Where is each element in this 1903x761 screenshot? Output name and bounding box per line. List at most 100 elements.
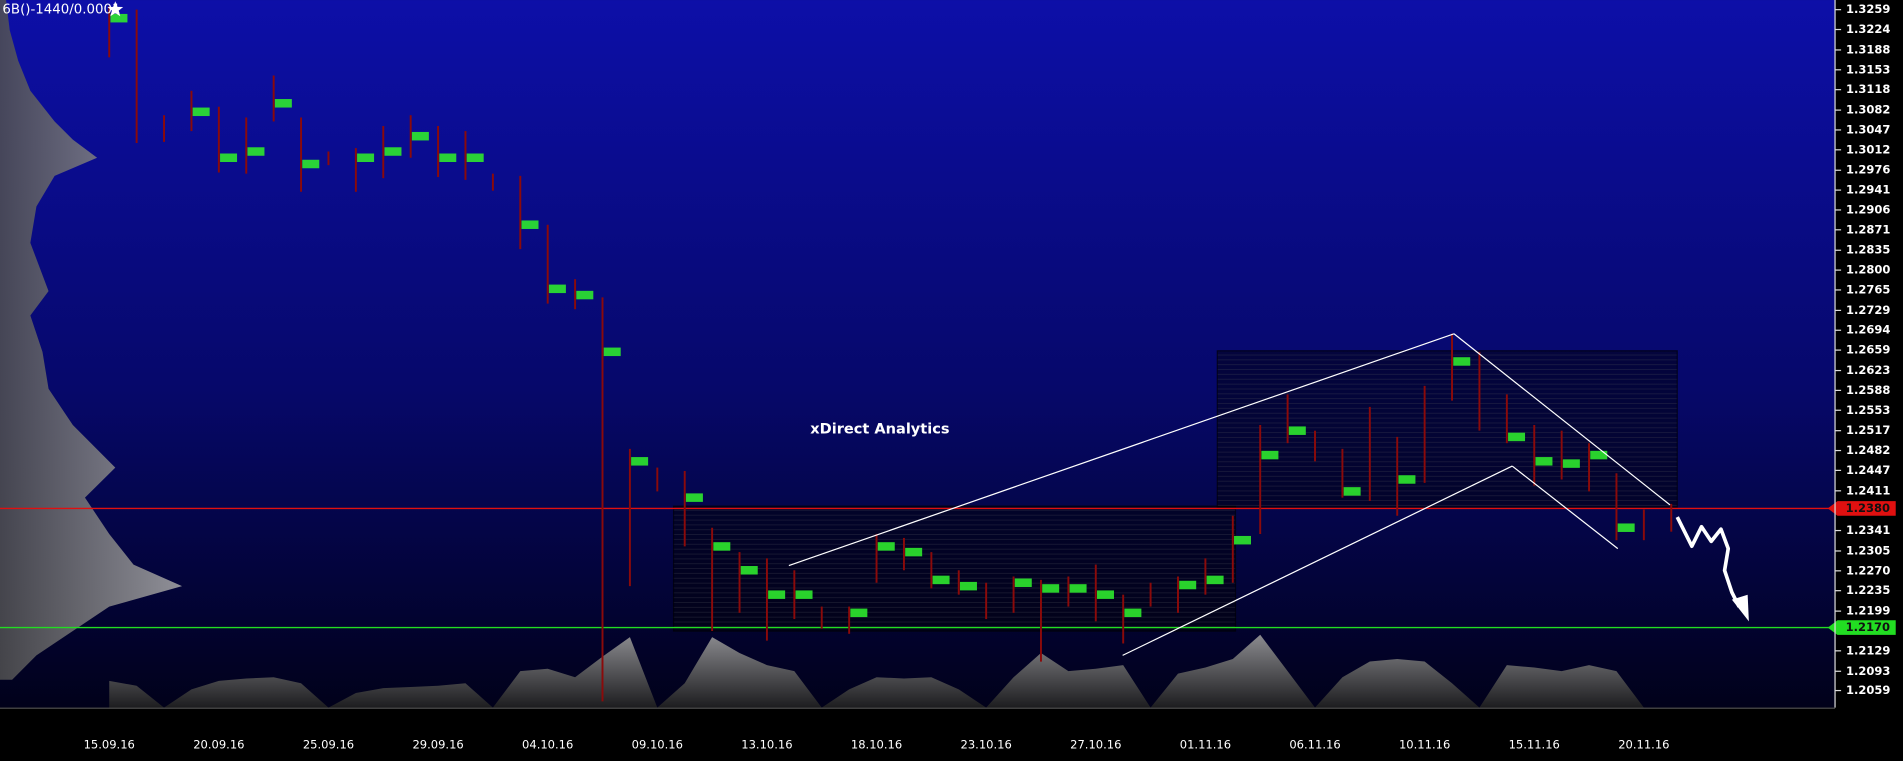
poc-marker xyxy=(576,290,594,300)
x-tick-label: 09.10.16 xyxy=(632,738,683,752)
y-tick-label: 1.3012 xyxy=(1846,142,1890,156)
poc-marker xyxy=(932,575,950,585)
y-tick-label: 1.2305 xyxy=(1846,543,1890,557)
poc-marker xyxy=(1069,584,1087,593)
poc-marker xyxy=(1206,575,1224,585)
y-tick-label: 1.2517 xyxy=(1846,423,1890,437)
poc-marker xyxy=(192,107,210,117)
poc-marker xyxy=(795,590,813,599)
y-tick-label: 1.2941 xyxy=(1846,183,1890,197)
y-tick-label: 1.2270 xyxy=(1846,563,1890,577)
price-level-label: 1.2170 xyxy=(1846,620,1890,634)
poc-marker xyxy=(1453,357,1471,366)
x-tick-label: 25.09.16 xyxy=(303,738,354,752)
poc-marker xyxy=(439,153,457,163)
y-tick-label: 1.2729 xyxy=(1846,303,1890,317)
poc-marker xyxy=(302,159,320,169)
poc-marker xyxy=(740,566,758,575)
poc-marker xyxy=(411,131,429,141)
poc-marker xyxy=(1508,432,1526,442)
trend-lines xyxy=(788,333,1671,656)
x-tick-label: 15.09.16 xyxy=(84,738,135,752)
poc-marker xyxy=(274,99,292,108)
y-tick-label: 1.2093 xyxy=(1846,664,1890,678)
y-tick-label: 1.2765 xyxy=(1846,282,1890,296)
x-tick-label: 01.11.16 xyxy=(1180,738,1231,752)
price-level-marker xyxy=(1827,501,1896,516)
poc-marker xyxy=(877,542,895,551)
poc-marker xyxy=(247,147,265,156)
x-tick-label: 06.11.16 xyxy=(1289,738,1340,752)
x-tick-label: 18.10.16 xyxy=(851,738,902,752)
poc-marker xyxy=(357,153,375,163)
watermark: xDirect Analytics xyxy=(810,421,949,438)
poc-marker xyxy=(603,347,621,357)
y-tick-label: 1.2623 xyxy=(1846,363,1890,377)
price-level-marker xyxy=(1827,620,1896,635)
price-level-label: 1.2380 xyxy=(1846,501,1890,515)
y-tick-label: 1.2976 xyxy=(1846,163,1890,177)
poc-marker xyxy=(631,457,649,466)
poc-marker xyxy=(1042,584,1060,593)
arrow-shaft xyxy=(1675,516,1741,608)
poc-marker xyxy=(1124,608,1142,618)
x-tick-label: 15.11.16 xyxy=(1509,738,1560,752)
x-tick-label: 27.10.16 xyxy=(1070,738,1121,752)
poc-marker xyxy=(1261,450,1279,460)
trend-line xyxy=(1122,465,1513,656)
volume-profile xyxy=(0,0,183,680)
y-tick-label: 1.2482 xyxy=(1846,443,1890,457)
y-tick-label: 1.2588 xyxy=(1846,383,1890,397)
x-tick-label: 29.09.16 xyxy=(412,738,463,752)
poc-marker xyxy=(1014,578,1032,587)
poc-marker xyxy=(713,542,731,551)
chart-title: 6B()-1440/0.0001 xyxy=(2,3,120,18)
y-tick-label: 1.3188 xyxy=(1846,42,1890,56)
poc-marker xyxy=(548,284,566,294)
y-tick-label: 1.3153 xyxy=(1846,62,1890,76)
x-tick-label: 10.11.16 xyxy=(1399,738,1450,752)
trend-line xyxy=(1453,333,1671,506)
arrow-head xyxy=(1731,594,1749,622)
poc-marker xyxy=(1590,450,1608,460)
y-tick-label: 1.3082 xyxy=(1846,103,1890,117)
poc-marker xyxy=(384,147,402,156)
y-tick-label: 1.2059 xyxy=(1846,683,1890,697)
y-tick-label: 1.2411 xyxy=(1846,483,1890,497)
poc-marker xyxy=(220,153,238,163)
x-tick-label: 23.10.16 xyxy=(961,738,1012,752)
poc-marker xyxy=(959,581,977,591)
poc-marker xyxy=(1179,580,1197,590)
trend-line xyxy=(1511,465,1619,550)
poc-marker xyxy=(1234,535,1252,545)
forecast-arrow xyxy=(1675,516,1749,622)
y-tick-label: 1.3118 xyxy=(1846,82,1890,96)
poc-marker xyxy=(850,608,868,618)
favorite-star[interactable] xyxy=(107,1,124,17)
profile-box xyxy=(1216,350,1678,508)
y-tick-label: 1.2341 xyxy=(1846,523,1890,537)
poc-marker xyxy=(1617,523,1635,532)
y-tick-label: 1.2235 xyxy=(1846,583,1890,597)
y-tick-label: 1.3047 xyxy=(1846,122,1890,136)
y-tick-label: 1.2447 xyxy=(1846,463,1890,477)
poc-marker xyxy=(521,220,539,229)
x-tick-label: 13.10.16 xyxy=(741,738,792,752)
poc-marker xyxy=(685,493,703,502)
y-tick-label: 1.2694 xyxy=(1846,323,1890,337)
x-tick-label: 20.09.16 xyxy=(193,738,244,752)
y-tick-label: 1.2800 xyxy=(1846,263,1890,277)
poc-marker xyxy=(110,13,128,23)
poc-marker xyxy=(1096,590,1114,599)
poc-marker xyxy=(1343,487,1361,496)
y-tick-label: 1.2871 xyxy=(1846,222,1890,236)
y-tick-label: 1.2129 xyxy=(1846,643,1890,657)
y-tick-label: 1.3259 xyxy=(1846,2,1890,16)
y-tick-label: 1.2199 xyxy=(1846,604,1890,618)
y-tick-label: 1.2553 xyxy=(1846,403,1890,417)
trend-line xyxy=(788,333,1455,567)
y-tick-label: 1.2659 xyxy=(1846,343,1890,357)
y-tick-label: 1.2835 xyxy=(1846,243,1890,257)
